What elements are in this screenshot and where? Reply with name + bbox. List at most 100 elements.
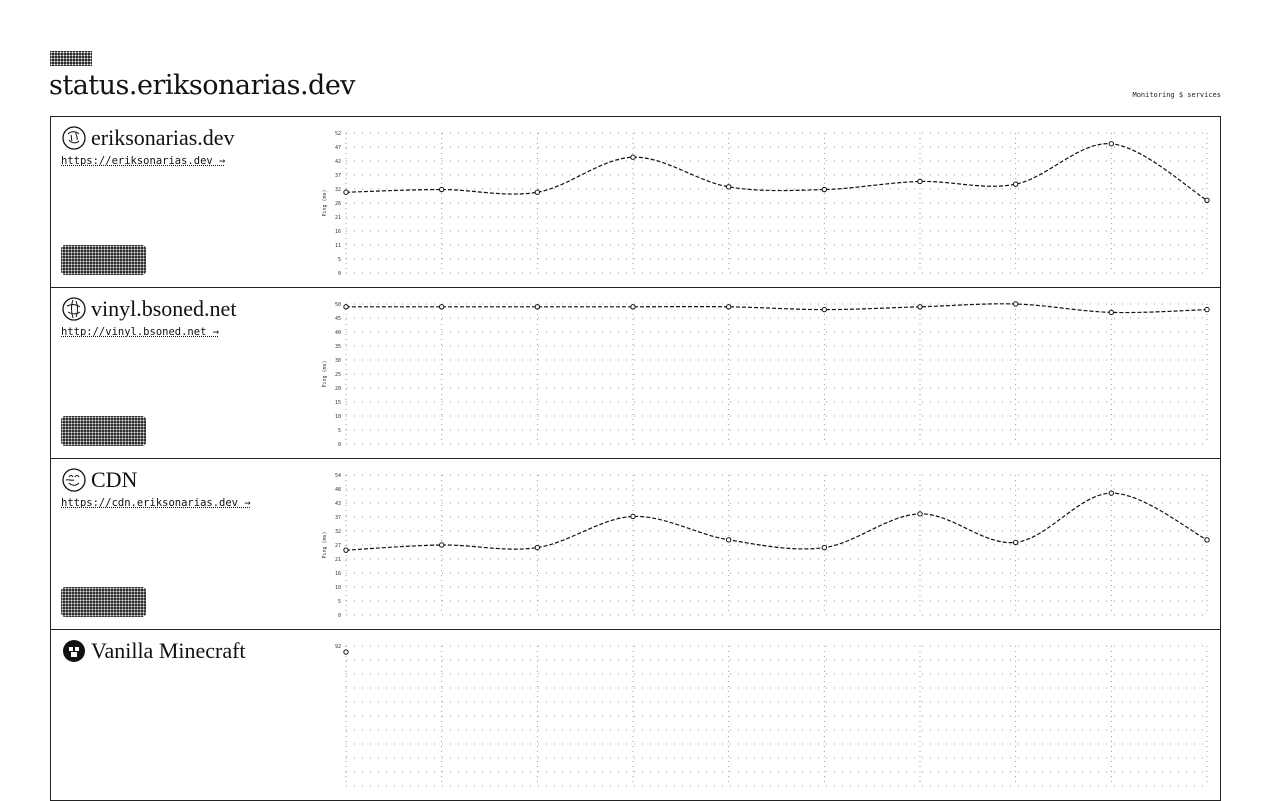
y-tick-label: 35	[335, 344, 341, 350]
y-axis-label: Ping (ms)	[322, 189, 328, 216]
y-axis-label: Ping (ms)	[322, 360, 328, 387]
globe-face-icon	[61, 125, 87, 151]
data-point	[1013, 182, 1017, 186]
service-card: Vanilla Minecraft 92	[50, 629, 1221, 801]
data-point	[1205, 538, 1209, 542]
status-badge	[61, 416, 146, 446]
data-point	[344, 650, 348, 654]
data-point	[726, 185, 730, 189]
data-point	[535, 190, 539, 194]
service-name: CDN	[91, 467, 137, 493]
services-list: eriksonarias.dev https://eriksonarias.de…	[50, 116, 1221, 676]
service-name: vinyl.bsoned.net	[91, 296, 236, 322]
y-tick-label: 5	[338, 428, 341, 434]
y-tick-label: 48	[335, 487, 341, 493]
y-tick-label: 0	[338, 271, 341, 277]
service-info: vinyl.bsoned.net http://vinyl.bsoned.net…	[61, 296, 321, 340]
data-point	[918, 512, 922, 516]
service-info: eriksonarias.dev https://eriksonarias.de…	[61, 125, 321, 169]
ping-chart: 92	[319, 636, 1214, 794]
y-tick-label: 11	[335, 243, 341, 249]
data-point	[1109, 142, 1113, 146]
status-badge	[61, 245, 146, 275]
monitoring-count: Monitoring $ services	[1132, 91, 1221, 99]
y-tick-label: 47	[335, 145, 341, 151]
y-tick-label: 50	[335, 302, 341, 308]
data-point	[439, 305, 443, 309]
data-point	[726, 305, 730, 309]
y-tick-label: 45	[335, 316, 341, 322]
y-tick-label: 52	[335, 131, 341, 137]
y-tick-label: 21	[335, 215, 341, 221]
data-point	[439, 187, 443, 191]
series-line	[346, 144, 1207, 201]
data-point	[439, 543, 443, 547]
service-card: CDN https://cdn.eriksonarias.dev → 54 48 4…	[50, 458, 1221, 630]
y-tick-label: 0	[338, 442, 341, 448]
service-info: Vanilla Minecraft	[61, 638, 321, 664]
y-tick-label: 25	[335, 372, 341, 378]
data-point	[344, 305, 348, 309]
y-tick-label: 30	[335, 358, 341, 364]
dither-logo-icon	[50, 51, 92, 66]
service-name: Vanilla Minecraft	[91, 638, 246, 664]
y-tick-label: 5	[338, 599, 341, 605]
data-point	[535, 305, 539, 309]
ping-chart: 54 48 43 37 32 27 21 16 10 5 0 Ping (ms)	[319, 465, 1214, 623]
y-tick-label: 32	[335, 187, 341, 193]
y-tick-label: 20	[335, 386, 341, 392]
service-card: vinyl.bsoned.net http://vinyl.bsoned.net…	[50, 287, 1221, 459]
data-point	[1013, 302, 1017, 306]
data-point	[822, 307, 826, 311]
data-point	[1109, 491, 1113, 495]
y-tick-label: 92	[335, 644, 341, 650]
minecraft-icon	[61, 638, 87, 664]
y-tick-label: 16	[335, 229, 341, 235]
y-tick-label: 42	[335, 159, 341, 165]
y-axis-label: Ping (ms)	[322, 531, 328, 558]
page-title: status.eriksonarias.dev	[49, 70, 355, 101]
y-tick-label: 26	[335, 201, 341, 207]
y-tick-label: 37	[335, 515, 341, 521]
data-point	[344, 548, 348, 552]
y-tick-label: 54	[335, 473, 341, 479]
service-link[interactable]: http://vinyl.bsoned.net →	[61, 326, 219, 338]
y-tick-label: 10	[335, 414, 341, 420]
y-tick-label: 43	[335, 501, 341, 507]
data-point	[726, 538, 730, 542]
y-tick-label: 32	[335, 529, 341, 535]
data-point	[1109, 310, 1113, 314]
service-name: eriksonarias.dev	[91, 125, 235, 151]
y-tick-label: 5	[338, 257, 341, 263]
service-info: CDN https://cdn.eriksonarias.dev →	[61, 467, 321, 511]
data-point	[1013, 540, 1017, 544]
data-point	[1205, 307, 1209, 311]
data-point	[822, 187, 826, 191]
y-tick-label: 27	[335, 543, 341, 549]
y-tick-label: 16	[335, 571, 341, 577]
service-link[interactable]: https://eriksonarias.dev →	[61, 155, 225, 167]
y-tick-label: 37	[335, 173, 341, 179]
data-point	[1205, 198, 1209, 202]
y-tick-label: 10	[335, 585, 341, 591]
data-point	[918, 179, 922, 183]
status-badge	[61, 587, 146, 617]
globe-face-icon	[61, 467, 87, 493]
ping-chart: 52 47 42 37 32 26 21 16 11 5 0 Ping (ms)	[319, 123, 1214, 281]
data-point	[631, 305, 635, 309]
globe-face-icon	[61, 296, 87, 322]
y-tick-label: 15	[335, 400, 341, 406]
y-tick-label: 0	[338, 613, 341, 619]
data-point	[631, 514, 635, 518]
y-tick-label: 40	[335, 330, 341, 336]
service-link[interactable]: https://cdn.eriksonarias.dev →	[61, 497, 251, 509]
service-card: eriksonarias.dev https://eriksonarias.de…	[50, 116, 1221, 288]
data-point	[631, 155, 635, 159]
ping-chart: 50454035302520151050Ping (ms)	[319, 294, 1214, 452]
data-point	[344, 190, 348, 194]
series-line	[346, 493, 1207, 550]
data-point	[822, 545, 826, 549]
y-tick-label: 21	[335, 557, 341, 563]
series-line	[346, 304, 1207, 313]
data-point	[918, 305, 922, 309]
